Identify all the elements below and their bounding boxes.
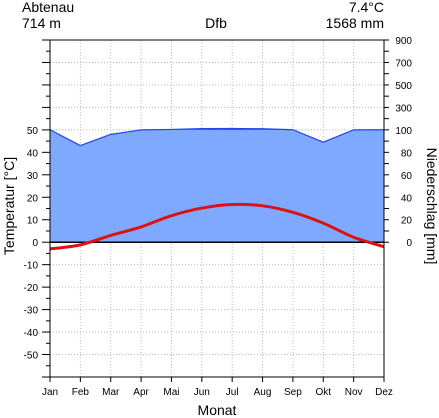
perhumid-area bbox=[50, 128, 384, 130]
mean-temperature: 7.4°C bbox=[348, 0, 384, 15]
y-tick-label: -30 bbox=[24, 306, 39, 317]
x-tick-label: Jan bbox=[42, 387, 58, 398]
annual-precipitation: 1568 mm bbox=[325, 15, 384, 31]
y-tick-label: 0 bbox=[32, 238, 38, 249]
y2-tick-label: 40 bbox=[401, 193, 413, 204]
y2-tick-label: 900 bbox=[395, 36, 412, 47]
y-axis-label: Temperatur [°C] bbox=[1, 157, 17, 255]
x-tick-label: Mar bbox=[102, 387, 120, 398]
y2-tick-label: 80 bbox=[401, 148, 413, 159]
precipitation-area bbox=[50, 128, 384, 243]
x-tick-label: Dez bbox=[375, 387, 393, 398]
y2-tick-label: 60 bbox=[401, 171, 413, 182]
y2-tick-label: 0 bbox=[406, 238, 412, 249]
temperature-line bbox=[49, 202, 385, 251]
y-tick-label: 50 bbox=[27, 126, 39, 137]
precipitation-line bbox=[49, 127, 385, 147]
chart-axes: -50-40-30-20-100102030405002040608010030… bbox=[24, 36, 413, 398]
y2-axis-label: Niederschlag [mm] bbox=[424, 148, 439, 265]
y-tick-label: 20 bbox=[27, 193, 39, 204]
x-tick-label: Jul bbox=[226, 387, 239, 398]
x-tick-label: Aug bbox=[254, 387, 272, 398]
y-tick-label: 40 bbox=[27, 148, 39, 159]
chart-lines bbox=[49, 127, 385, 251]
x-tick-label: Okt bbox=[315, 387, 331, 398]
x-tick-label: Nov bbox=[345, 387, 363, 398]
x-tick-label: Apr bbox=[133, 387, 149, 398]
y-tick-label: -50 bbox=[24, 351, 39, 362]
y2-tick-label: 100 bbox=[395, 126, 412, 137]
y2-tick-label: 500 bbox=[395, 81, 412, 92]
y-tick-label: -40 bbox=[24, 328, 39, 339]
y2-tick-label: 300 bbox=[395, 103, 412, 114]
y2-tick-label: 700 bbox=[395, 58, 412, 69]
y-tick-label: 30 bbox=[27, 171, 39, 182]
y2-tick-label: 20 bbox=[401, 216, 413, 227]
x-tick-label: Jun bbox=[194, 387, 210, 398]
station-elevation: 714 m bbox=[22, 15, 61, 31]
x-tick-label: Feb bbox=[72, 387, 90, 398]
climate-class: Dfb bbox=[205, 15, 227, 31]
x-axis-label: Monat bbox=[198, 402, 237, 418]
x-tick-label: Sep bbox=[284, 387, 302, 398]
y-tick-label: 10 bbox=[27, 216, 39, 227]
y-tick-label: -20 bbox=[24, 283, 39, 294]
x-tick-label: Mai bbox=[163, 387, 179, 398]
humid-area bbox=[50, 129, 384, 243]
station-name: Abtenau bbox=[22, 0, 75, 15]
y-tick-label: -10 bbox=[24, 261, 39, 272]
